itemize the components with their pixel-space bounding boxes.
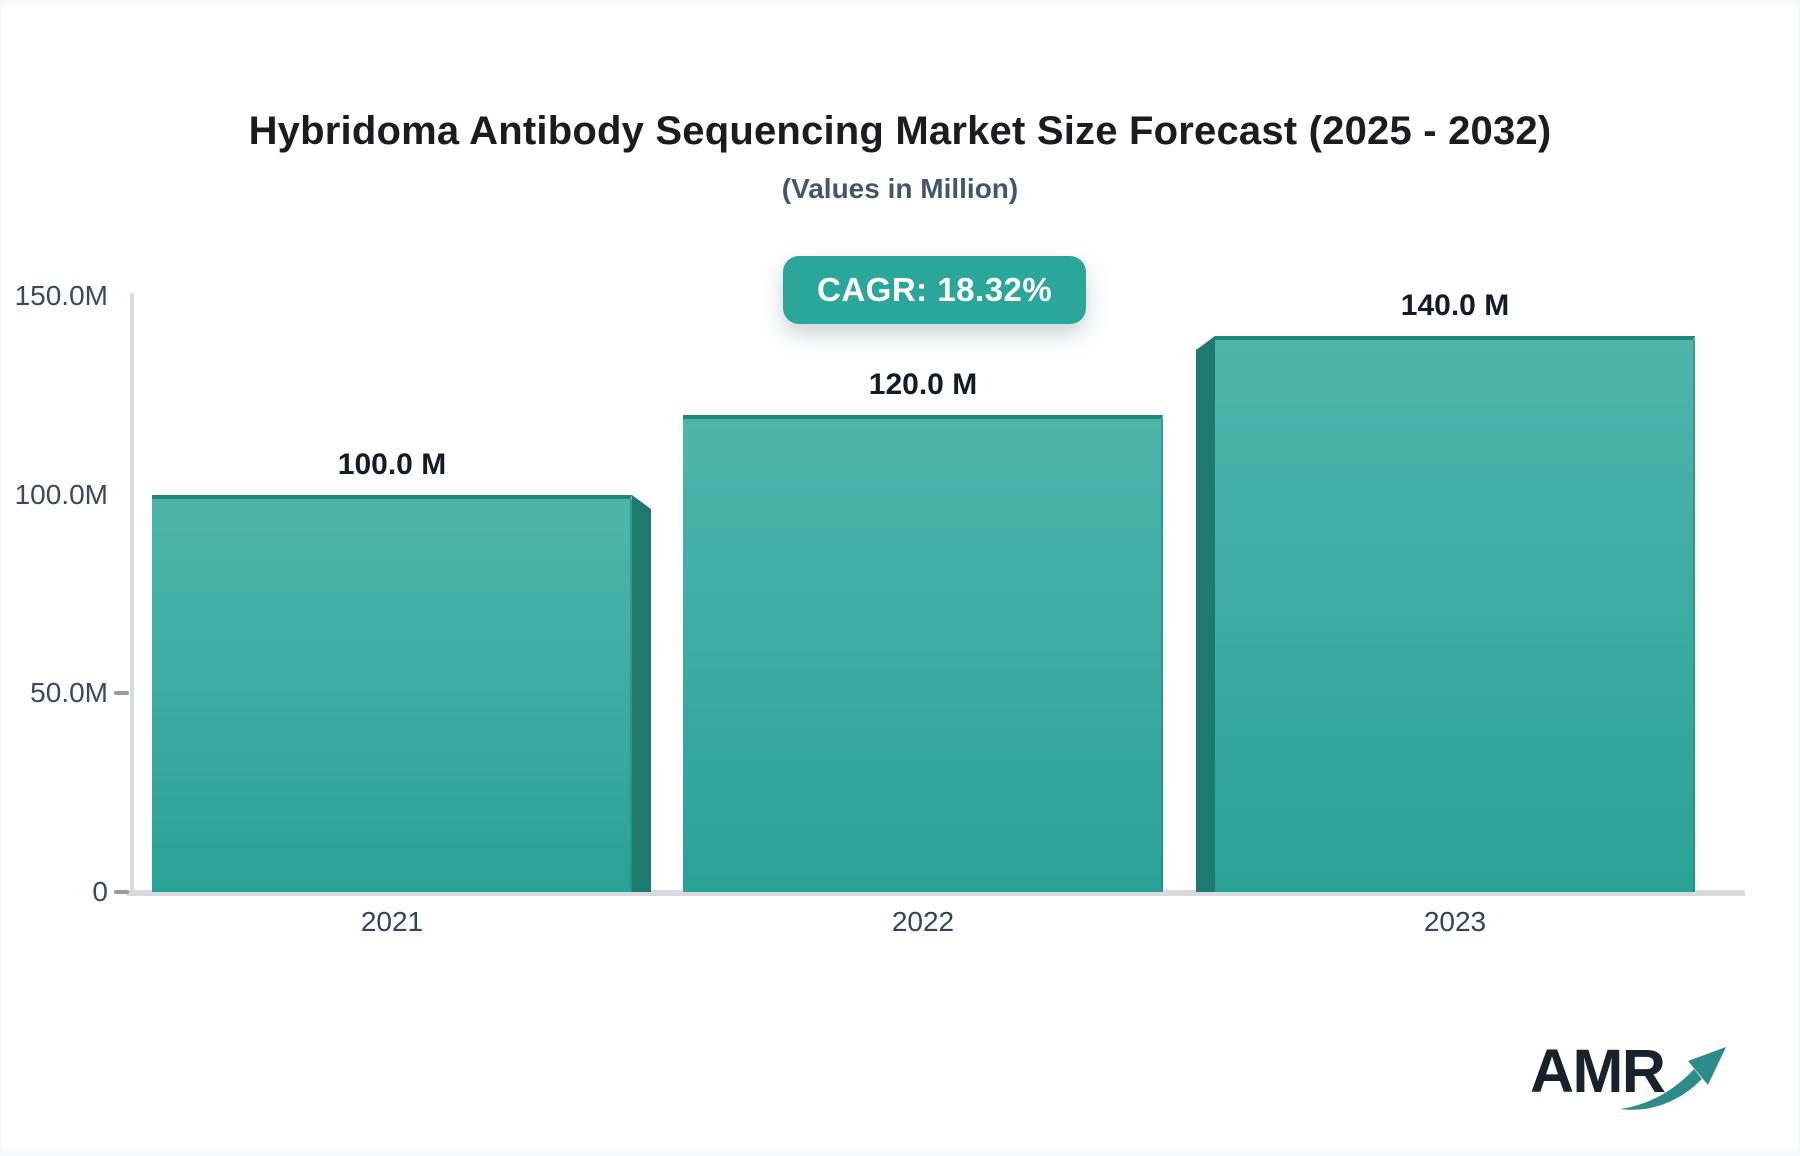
chart-title: Hybridoma Antibody Sequencing Market Siz… [248,109,1552,153]
trend-arrow-icon [1620,1047,1726,1110]
y-axis-tick-label: 50.0M [30,677,108,709]
cagr-badge: CAGR: 18.32% [783,256,1087,324]
chart-card: Hybridoma Antibody Sequencing Market Siz… [2,5,1798,1151]
bar-value-label: 140.0 M [1400,289,1510,322]
y-axis-tick-mark [114,691,129,696]
bar-value-label: 120.0 M [868,368,978,401]
amr-logo-text: AMR [1530,1037,1666,1105]
y-axis-line [130,293,134,895]
bar-2023 [1215,336,1695,892]
y-axis-tick-label: 150.0M [14,280,108,311]
x-axis-label: 2022 [891,906,955,937]
bar-2021 [152,495,632,892]
y-axis-tick-label: 100.0M [14,478,108,510]
amr-logo: AMR [1530,1037,1726,1131]
y-axis-tick-mark [114,890,129,894]
y-axis-tick-label: 0 [92,876,108,907]
chart-subtitle: (Values in Million) [781,173,1019,204]
x-axis-label: 2023 [1423,906,1487,937]
bar-2022 [683,415,1163,892]
bar-3d-side-panel [632,495,651,892]
bar-3d-side-panel [1196,336,1215,892]
x-axis-label: 2021 [360,906,424,937]
bar-value-label: 100.0 M [337,448,447,481]
x-axis-line [127,890,1745,896]
